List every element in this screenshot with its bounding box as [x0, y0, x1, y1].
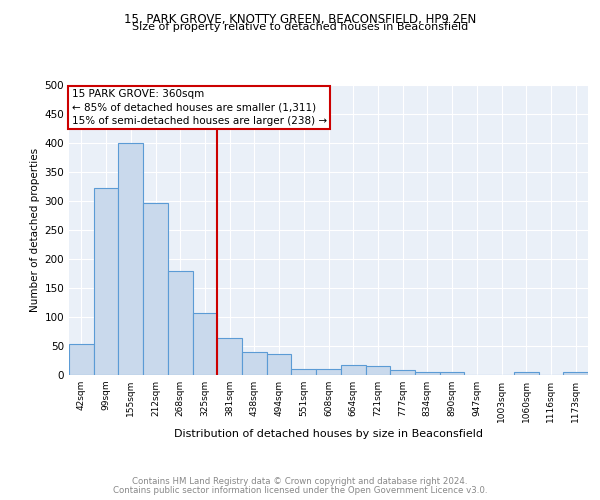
Bar	[94, 188, 118, 375]
Y-axis label: Number of detached properties: Number of detached properties	[30, 148, 40, 312]
Bar	[440, 372, 464, 375]
Bar	[143, 202, 168, 375]
X-axis label: Distribution of detached houses by size in Beaconsfield: Distribution of detached houses by size …	[174, 429, 483, 439]
Text: Contains HM Land Registry data © Crown copyright and database right 2024.: Contains HM Land Registry data © Crown c…	[132, 477, 468, 486]
Bar	[316, 368, 341, 375]
Bar	[292, 368, 316, 375]
Bar	[514, 372, 539, 375]
Bar	[69, 344, 94, 375]
Text: 15 PARK GROVE: 360sqm
← 85% of detached houses are smaller (1,311)
15% of semi-d: 15 PARK GROVE: 360sqm ← 85% of detached …	[71, 90, 327, 126]
Bar	[168, 271, 193, 375]
Text: Contains public sector information licensed under the Open Government Licence v3: Contains public sector information licen…	[113, 486, 487, 495]
Bar	[242, 352, 267, 375]
Bar	[193, 313, 217, 375]
Text: Size of property relative to detached houses in Beaconsfield: Size of property relative to detached ho…	[132, 22, 468, 32]
Bar	[365, 366, 390, 375]
Bar	[563, 372, 588, 375]
Bar	[217, 338, 242, 375]
Bar	[118, 143, 143, 375]
Bar	[341, 365, 365, 375]
Text: 15, PARK GROVE, KNOTTY GREEN, BEACONSFIELD, HP9 2EN: 15, PARK GROVE, KNOTTY GREEN, BEACONSFIE…	[124, 12, 476, 26]
Bar	[267, 354, 292, 375]
Bar	[390, 370, 415, 375]
Bar	[415, 372, 440, 375]
